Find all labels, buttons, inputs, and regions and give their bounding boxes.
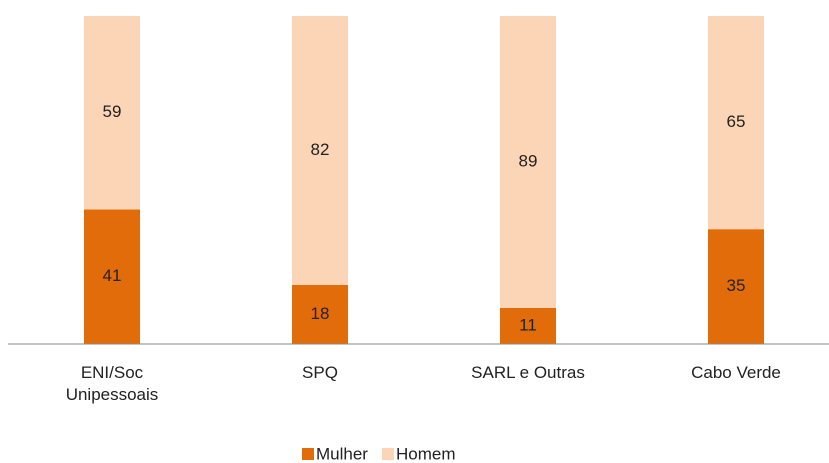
bar-segment (708, 229, 764, 344)
data-label: 11 (519, 315, 537, 334)
bar-segment (708, 16, 764, 230)
legend-label: Mulher (316, 444, 368, 463)
data-label: 65 (727, 112, 746, 131)
bar-segment (500, 307, 556, 344)
x-tick-label: SPQ (302, 363, 338, 382)
bar-segment (292, 16, 348, 285)
x-tick-label: ENI/Soc Unipessoais (65, 363, 159, 404)
data-label: 82 (311, 140, 330, 159)
data-label: 35 (727, 276, 746, 295)
data-label: 41 (103, 266, 122, 285)
bar-segment (84, 209, 140, 344)
data-label: 18 (311, 304, 330, 323)
x-tick-label: Cabo Verde (691, 363, 781, 382)
x-tick-label: SARL e Outras (471, 363, 585, 382)
legend-label: Homem (396, 444, 456, 463)
legend-marker (302, 448, 314, 460)
data-label: 59 (103, 102, 122, 121)
bar-segment (500, 16, 556, 308)
bar-segment (292, 284, 348, 344)
bar-segment (84, 16, 140, 210)
legend-marker (381, 448, 394, 460)
data-label: 89 (519, 151, 538, 170)
